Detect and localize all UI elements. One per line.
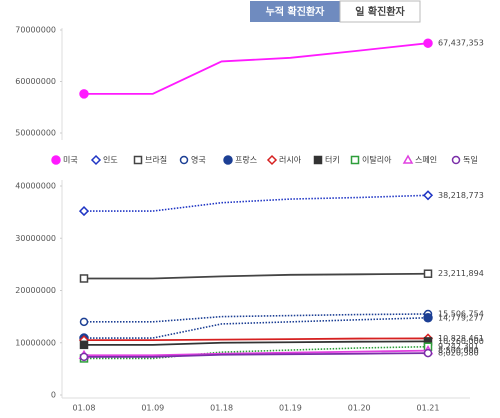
y-tick-label: 10000000 [15,338,56,347]
marker [79,89,89,99]
legend-marker [402,154,414,164]
series-line [84,194,429,212]
marker [423,313,433,323]
marker [79,274,89,283]
y-tick-label: 70000000 [15,26,56,35]
x-tick-label: 01.21 [417,404,440,413]
legend-marker [350,155,360,165]
series-line [84,340,429,346]
marker [423,269,433,278]
legend-label: 미국 [63,156,78,165]
legend-label: 영국 [191,155,206,165]
legend-label: 스페인 [415,155,437,165]
marker [79,317,89,327]
value-label: 15,506,754 [438,309,484,318]
value-label: 9,242,301 [438,342,479,351]
x-tick-label: 01.09 [141,404,164,413]
x-tick-label: 01.08 [73,404,96,413]
marker [79,352,89,362]
legend-marker [51,155,61,165]
y-tick-label: 40000000 [15,182,56,191]
series-line [84,316,429,339]
legend-label: 프랑스 [235,155,257,165]
legend-label: 인도 [103,155,118,165]
legend-label: 독일 [463,156,478,165]
series-line [84,337,429,342]
legend-marker [90,154,102,166]
series-line [84,352,429,358]
y-tick-label: 60000000 [15,77,56,86]
y-tick-label: 30000000 [15,234,56,243]
y-tick-label: 20000000 [15,286,56,295]
value-label: 67,437,353 [438,39,484,48]
y-tick-label: 0 [51,391,56,400]
value-label: 8,500,000 [438,346,479,355]
marker [78,206,90,217]
legend-marker [179,155,189,165]
marker [423,348,433,358]
series-line [84,272,429,280]
marker [422,190,434,201]
legend-marker [451,155,461,165]
value-label: 14,779,277 [438,313,484,322]
series-line [84,345,429,360]
legend-marker [223,155,233,165]
value-label: 8,020,380 [438,349,479,358]
series-line [84,349,429,357]
x-tick-label: 01.20 [348,404,371,413]
legend-marker [313,155,323,165]
legend-label: 브라질 [145,156,167,165]
marker [79,340,89,350]
legend-marker [133,155,143,165]
series-line [84,42,429,95]
value-label: 23,211,894 [438,269,484,278]
legend-label: 터키 [325,156,340,165]
series-line [84,313,429,323]
tab-label[interactable]: 누적 확진환자 [266,5,325,18]
y-tick-label: 50000000 [15,129,56,138]
marker [423,38,433,48]
value-label: 10,260,000 [438,337,484,346]
legend-marker [266,154,278,166]
value-label: 10,828,461 [438,334,484,343]
legend-label: 러시아 [279,155,302,165]
tab[interactable] [339,0,421,23]
tab-label[interactable]: 일 확진환자 [355,5,405,18]
x-tick-label: 01.18 [210,404,233,413]
legend-label: 이탈리아 [362,155,392,165]
value-label: 38,218,773 [438,191,484,200]
tab-active[interactable] [250,1,340,22]
x-tick-label: 01.19 [279,404,302,413]
